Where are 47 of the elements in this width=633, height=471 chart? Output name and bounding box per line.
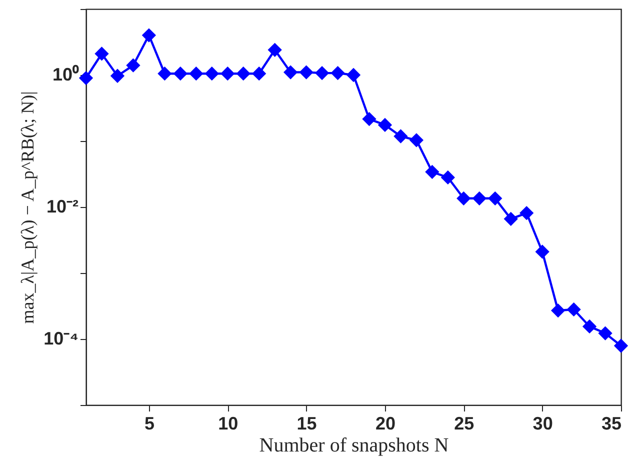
point xyxy=(456,191,471,206)
point xyxy=(440,170,455,185)
y-tick-label: 10⁻⁴ xyxy=(44,328,78,348)
point xyxy=(314,66,330,80)
point xyxy=(378,118,392,132)
point xyxy=(362,112,376,126)
point xyxy=(598,326,612,340)
x-axis-title: Number of snapshots N xyxy=(259,434,449,456)
point xyxy=(283,65,298,80)
point xyxy=(550,303,566,318)
x-tick-label: 30 xyxy=(532,414,553,434)
point xyxy=(94,46,109,61)
point xyxy=(566,302,581,317)
point xyxy=(425,164,440,179)
point xyxy=(142,28,156,42)
x-tick-label: 5 xyxy=(144,414,154,434)
point xyxy=(409,133,424,148)
point xyxy=(189,66,204,81)
point xyxy=(236,66,250,81)
y-axis-title: max_λ|A_p(λ) − A_p^RB(λ; N)| xyxy=(18,91,38,324)
point xyxy=(110,68,125,83)
point xyxy=(346,68,361,82)
point xyxy=(126,58,140,72)
point xyxy=(204,66,219,81)
x-tick-label: 15 xyxy=(296,414,317,434)
point xyxy=(78,70,94,86)
point xyxy=(614,338,628,353)
y-tick-label: 10⁰ xyxy=(52,64,80,84)
x-tick-label: 20 xyxy=(375,414,396,434)
point xyxy=(582,319,597,334)
x-tick-label: 25 xyxy=(454,414,474,434)
x-tick-label: 35 xyxy=(601,414,622,434)
point xyxy=(299,65,314,80)
point xyxy=(268,42,282,57)
point xyxy=(520,206,534,220)
point xyxy=(330,66,345,80)
point xyxy=(220,66,235,81)
point xyxy=(504,212,518,226)
point xyxy=(472,191,486,206)
point xyxy=(394,129,408,144)
x-tick-label: 10 xyxy=(218,414,238,434)
point xyxy=(173,66,188,81)
y-tick-label: 10⁻² xyxy=(46,196,79,216)
point xyxy=(488,191,502,206)
point xyxy=(158,66,172,81)
point xyxy=(535,244,550,259)
point xyxy=(252,66,266,81)
